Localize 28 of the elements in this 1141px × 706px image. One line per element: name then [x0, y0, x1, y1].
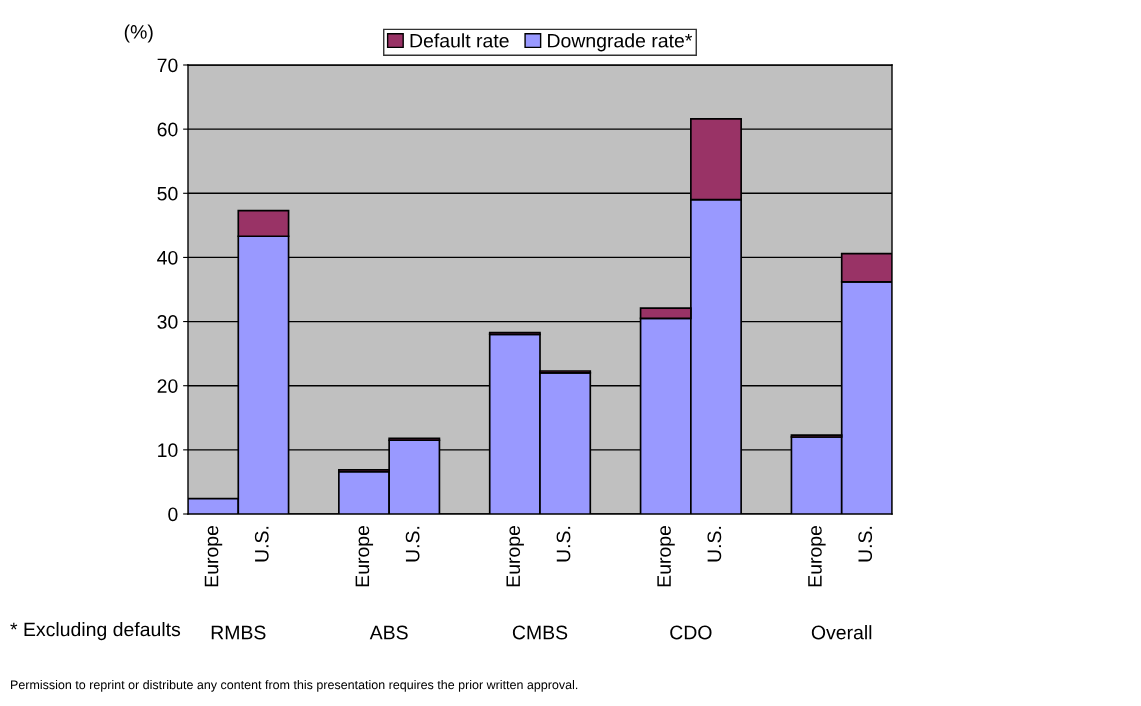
y-tick-label: 30 [157, 315, 178, 329]
x-tick-label: U.S. [254, 526, 269, 562]
y-tick-label: 10 [158, 443, 178, 458]
text: Overall [811, 625, 872, 640]
text: ABS [369, 625, 408, 640]
y-axis-title: (%) [124, 24, 153, 43]
x-tick-label: Europe [204, 525, 223, 587]
y-tick-label: 60 [157, 122, 178, 137]
text: * Excluding defaults [10, 622, 181, 641]
x-tick-label: U.S. [556, 526, 571, 562]
y-tick-label: 70 [157, 58, 178, 73]
x-tick-label: Europe [808, 525, 826, 587]
y-tick-label: 0 [168, 507, 178, 522]
text: Permission to reprint or distribute any content from this presentation requires the prior written approval. [11, 680, 578, 692]
x-tick-label: Europe [506, 525, 524, 587]
x-tick-label: U.S. [405, 526, 420, 562]
y-tick-label: 40 [157, 250, 178, 265]
text: CDO [670, 625, 712, 640]
x-tick-label: U.S. [707, 526, 722, 562]
text: CMBS [512, 625, 568, 640]
x-tick-label: Europe [657, 525, 675, 587]
y-tick-label: 20 [157, 379, 178, 393]
legend-label: Default rate [410, 33, 509, 48]
text: RMBS [211, 625, 266, 640]
x-tick-label: Europe [355, 525, 374, 587]
legend-label: Downgrade rate* [548, 33, 693, 52]
x-tick-label: U.S. [858, 526, 873, 562]
y-tick-label: 50 [157, 186, 178, 201]
